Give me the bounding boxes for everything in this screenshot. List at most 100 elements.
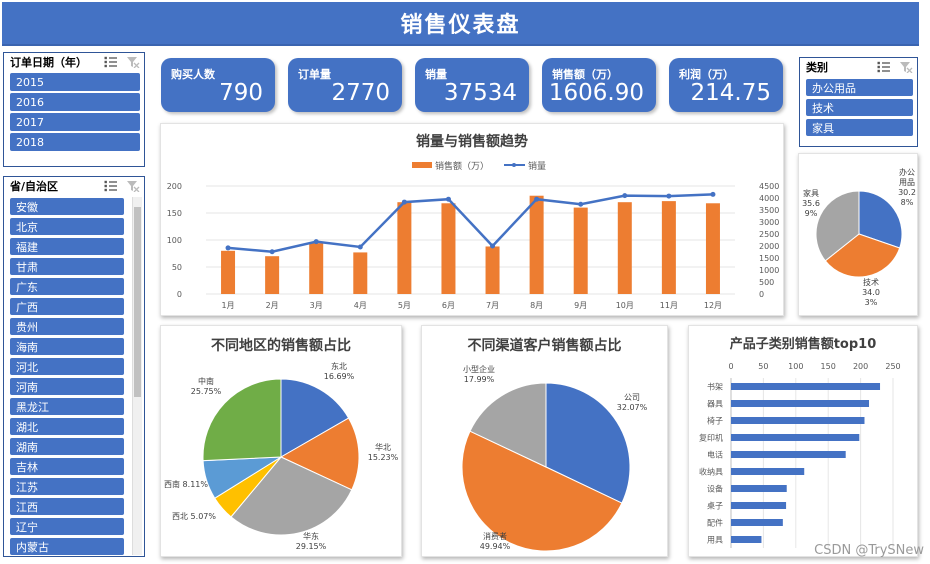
pie-label-line: 东北 bbox=[331, 361, 347, 371]
quantity-point bbox=[401, 199, 407, 205]
y-tick-label: 桌子 bbox=[707, 501, 723, 511]
subcategory-chart-title: 产品子类别销售额top10 bbox=[729, 337, 877, 352]
pie-slice bbox=[545, 382, 631, 504]
pie-label-line: 公司 bbox=[624, 393, 640, 402]
subcategory-bar-card: 产品子类别销售额top10 0 50 100 150 200 250 书架 器具 椅子 复印机 电话… bbox=[688, 325, 918, 557]
x-tick-label: 3月 bbox=[310, 301, 323, 310]
kpi-label: 销售额（万） bbox=[552, 68, 618, 81]
pie-label-line: 小型企业 bbox=[463, 364, 495, 374]
subcategory-bar bbox=[731, 485, 787, 492]
quantity-point bbox=[225, 245, 231, 251]
province-slicer-item[interactable]: 广西 bbox=[10, 298, 124, 315]
province-slicer-item[interactable]: 福建 bbox=[10, 238, 124, 255]
sales-bar bbox=[661, 201, 676, 294]
pie-slice bbox=[279, 417, 360, 491]
subcategory-bar bbox=[731, 451, 846, 458]
x-tick-label: 11月 bbox=[660, 301, 678, 310]
quantity-point bbox=[445, 196, 451, 202]
province-slicer-item[interactable]: 海南 bbox=[10, 338, 124, 355]
legend-label-sales: 销售额（万） bbox=[435, 160, 489, 172]
x-tick: 200 bbox=[853, 362, 868, 371]
year-slicer-item[interactable]: 2018 bbox=[10, 133, 140, 151]
clear-filter-icon[interactable] bbox=[126, 56, 140, 68]
kpi-value: 790 bbox=[219, 80, 263, 106]
clear-filter-icon[interactable] bbox=[899, 61, 913, 73]
clear-filter-icon[interactable] bbox=[126, 180, 140, 192]
subcategory-bar bbox=[731, 468, 805, 475]
province-slicer-item[interactable]: 广东 bbox=[10, 278, 124, 295]
pie-label-line: 16.69% bbox=[324, 372, 355, 381]
pie-label-line: 49.94% bbox=[480, 542, 511, 551]
province-slicer-item[interactable]: 辽宁 bbox=[10, 518, 124, 535]
kpi-sales: 销售额（万） 1606.90 bbox=[542, 58, 656, 112]
pie-label-line: 35.6 bbox=[802, 199, 820, 208]
kpi-label: 订单量 bbox=[298, 68, 331, 81]
pie-slice bbox=[858, 190, 903, 249]
x-tick-label: 10月 bbox=[616, 301, 634, 310]
pie-slice bbox=[815, 190, 860, 262]
pie-label-line: 技术 bbox=[863, 277, 879, 287]
province-slicer-item[interactable]: 湖北 bbox=[10, 418, 124, 435]
pie-label-line: 29.15% bbox=[296, 542, 327, 551]
channel-chart-title: 不同渠道客户销售额占比 bbox=[467, 338, 622, 354]
category-slicer-item[interactable]: 技术 bbox=[806, 99, 913, 116]
province-slicer-item[interactable]: 安徽 bbox=[10, 198, 124, 215]
province-slicer-item[interactable]: 湖南 bbox=[10, 438, 124, 455]
province-slicer-header: 省/自治区 bbox=[4, 177, 144, 195]
pie-data-label: 公司 32.07% bbox=[617, 393, 648, 412]
sales-bar bbox=[265, 256, 280, 294]
pie-label-line: 25.75% bbox=[191, 387, 222, 396]
channel-pie-chart: 公司 32.07% 消费者 49.94% 小型企业 17.99% bbox=[461, 364, 648, 552]
province-slicer-item[interactable]: 江苏 bbox=[10, 478, 124, 495]
quantity-point bbox=[666, 193, 672, 199]
province-slicer-item[interactable]: 吉林 bbox=[10, 458, 124, 475]
pie-data-label: 华东 29.15% bbox=[296, 531, 327, 551]
quantity-point bbox=[269, 249, 275, 255]
category-slicer-item[interactable]: 办公用品 bbox=[806, 79, 913, 96]
province-slicer-item[interactable]: 北京 bbox=[10, 218, 124, 235]
year-slicer-header: 订单日期（年） bbox=[4, 53, 144, 71]
quantity-point bbox=[710, 191, 716, 197]
trend-chart-card: 销量与销售额趋势 销售额（万） 销量 0 50 100 150 200 0 500 1000 150… bbox=[160, 123, 784, 316]
category-pie-card: 办公用品 30.2 8% 技术 34.0 3% 家具 35.6 9% bbox=[798, 153, 918, 316]
watermark: CSDN @TrySNew bbox=[814, 543, 924, 558]
province-scrollbar[interactable] bbox=[132, 197, 142, 555]
multi-select-icon[interactable] bbox=[877, 61, 891, 73]
province-scroll-thumb[interactable] bbox=[134, 207, 141, 397]
sales-bar bbox=[397, 202, 412, 294]
y-right-tick: 3500 bbox=[759, 206, 779, 215]
x-tick-label: 7月 bbox=[486, 301, 499, 310]
province-slicer-item[interactable]: 贵州 bbox=[10, 318, 124, 335]
pie-label-line: 32.07% bbox=[617, 403, 648, 412]
pie-label-line: 华北 bbox=[375, 442, 391, 452]
multi-select-icon[interactable] bbox=[104, 56, 118, 68]
pie-slice bbox=[202, 378, 282, 462]
multi-select-icon[interactable] bbox=[104, 180, 118, 192]
province-slicer-list: 安徽北京福建甘肃广东广西贵州海南河北河南黑龙江湖北湖南吉林江苏江西辽宁内蒙古 bbox=[4, 198, 128, 555]
province-slicer-item[interactable]: 河南 bbox=[10, 378, 124, 395]
province-slicer-item[interactable]: 河北 bbox=[10, 358, 124, 375]
pie-label-line: 15.23% bbox=[368, 453, 399, 462]
pie-data-label: 西北 5.07% bbox=[172, 512, 216, 521]
province-slicer-item[interactable]: 甘肃 bbox=[10, 258, 124, 275]
year-slicer-item[interactable]: 2017 bbox=[10, 113, 140, 131]
kpi-profit: 利润（万） 214.75 bbox=[669, 58, 783, 112]
pie-label-line: 9% bbox=[805, 209, 818, 218]
x-tick: 0 bbox=[728, 362, 733, 371]
quantity-point bbox=[534, 196, 540, 202]
province-slicer-item[interactable]: 江西 bbox=[10, 498, 124, 515]
category-slicer-item[interactable]: 家具 bbox=[806, 119, 913, 136]
province-slicer-item[interactable]: 黑龙江 bbox=[10, 398, 124, 415]
x-tick: 150 bbox=[821, 362, 836, 371]
year-slicer-item[interactable]: 2015 bbox=[10, 73, 140, 91]
year-slicer-item[interactable]: 2016 bbox=[10, 93, 140, 111]
quantity-point bbox=[313, 239, 319, 245]
pie-label-line: 用品 bbox=[899, 178, 915, 187]
y-right-tick: 3000 bbox=[759, 218, 779, 227]
province-slicer-item[interactable]: 内蒙古 bbox=[10, 538, 124, 555]
quantity-point bbox=[622, 193, 628, 199]
x-tick-label: 8月 bbox=[530, 301, 543, 310]
pie-data-label: 西南 8.11% bbox=[164, 479, 208, 489]
